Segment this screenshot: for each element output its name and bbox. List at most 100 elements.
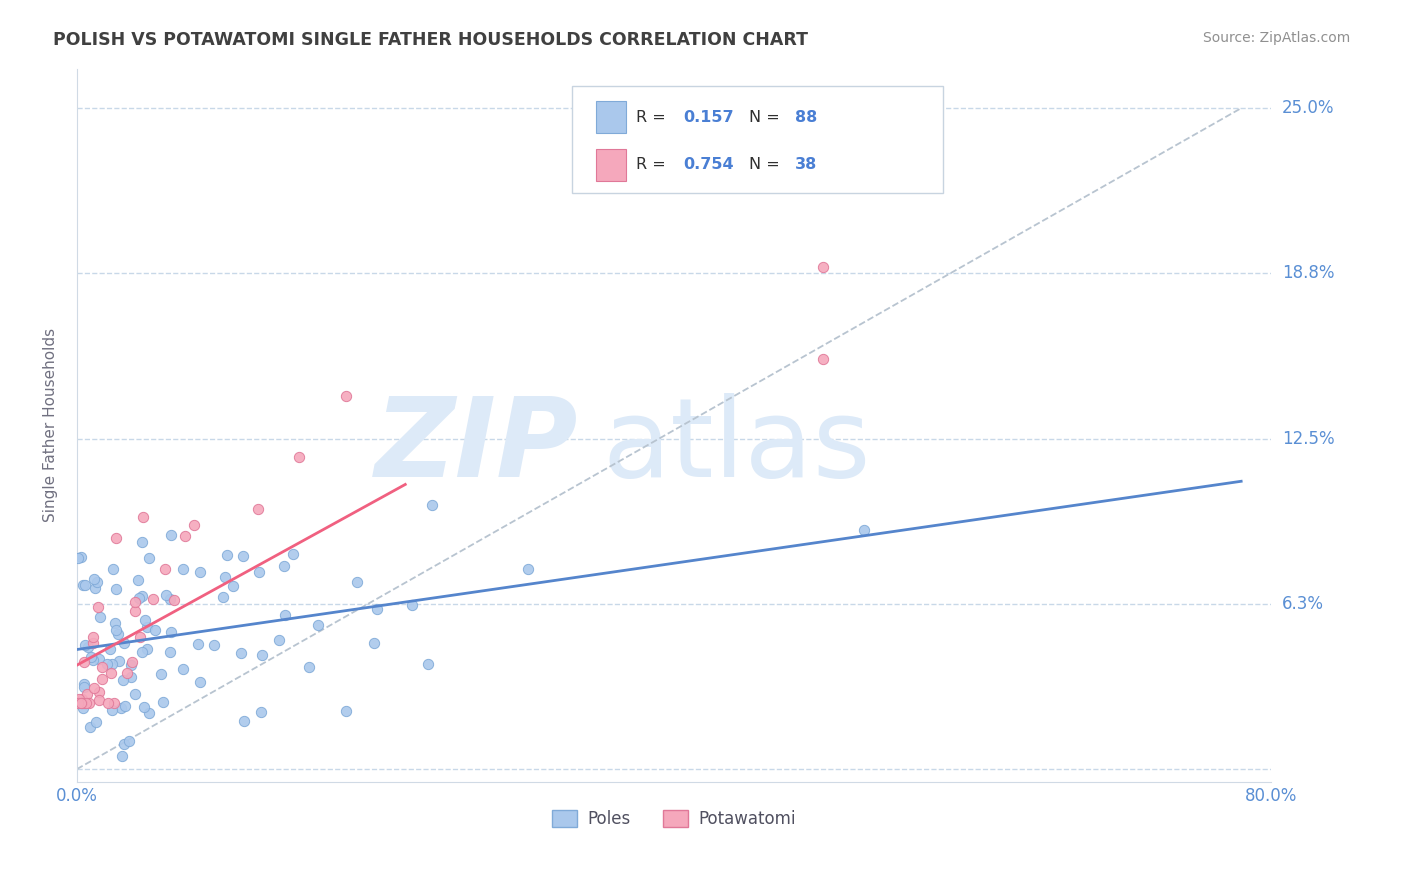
Point — [188, 674, 211, 689]
Point — [73, 676, 96, 690]
Y-axis label: Single Father Households: Single Father Households — [44, 328, 58, 523]
Point — [138, 706, 160, 721]
Point — [813, 260, 835, 274]
Point — [91, 659, 114, 673]
Point — [143, 623, 166, 637]
Point — [307, 617, 329, 632]
Point — [87, 652, 110, 666]
Point — [418, 657, 440, 671]
Point — [111, 673, 134, 687]
Point — [70, 696, 93, 710]
Point — [363, 636, 385, 650]
Point — [108, 654, 131, 668]
Point — [335, 388, 357, 402]
Point — [155, 588, 177, 602]
Point — [105, 582, 128, 596]
Point — [124, 687, 146, 701]
Point — [87, 685, 110, 699]
Point — [76, 640, 98, 655]
Point — [222, 579, 245, 593]
Point — [82, 636, 104, 650]
Text: N =: N = — [749, 110, 785, 125]
Point — [67, 551, 90, 566]
Point — [135, 620, 157, 634]
Point — [273, 559, 295, 574]
Point — [128, 591, 150, 606]
Point — [132, 509, 155, 524]
Point — [335, 704, 357, 718]
Legend: Poles, Potawatomi: Poles, Potawatomi — [546, 803, 803, 835]
Point — [84, 714, 107, 729]
Point — [73, 680, 96, 694]
Point — [89, 609, 111, 624]
Point — [79, 720, 101, 734]
Point — [107, 627, 129, 641]
FancyBboxPatch shape — [596, 101, 626, 133]
Point — [250, 705, 273, 719]
Point — [250, 648, 273, 663]
Text: atlas: atlas — [602, 393, 870, 500]
Text: 0.157: 0.157 — [683, 110, 734, 125]
Point — [233, 714, 256, 729]
Point — [76, 687, 98, 701]
Point — [73, 639, 96, 653]
Point — [67, 696, 90, 710]
Point — [853, 523, 876, 537]
FancyBboxPatch shape — [572, 87, 942, 194]
Point — [82, 630, 104, 644]
Point — [131, 535, 153, 549]
Point — [104, 623, 127, 637]
Point — [114, 698, 136, 713]
Point — [153, 562, 176, 576]
Point — [120, 670, 142, 684]
Point — [97, 696, 120, 710]
Point — [98, 641, 121, 656]
Text: N =: N = — [749, 157, 785, 172]
Point — [229, 647, 252, 661]
FancyBboxPatch shape — [596, 149, 626, 181]
Point — [249, 565, 271, 579]
Point — [96, 657, 118, 672]
Point — [134, 699, 156, 714]
Point — [172, 562, 194, 576]
Point — [73, 655, 96, 669]
Point — [283, 547, 305, 561]
Point — [136, 641, 159, 656]
Point — [188, 565, 211, 579]
Point — [159, 645, 181, 659]
Point — [121, 655, 143, 669]
Point — [246, 501, 269, 516]
Point — [110, 748, 132, 763]
Point — [124, 604, 146, 618]
Point — [104, 616, 127, 631]
Point — [80, 650, 103, 665]
Point — [121, 657, 143, 672]
Text: 25.0%: 25.0% — [1282, 99, 1334, 117]
Point — [103, 696, 125, 710]
Point — [516, 562, 538, 576]
Point — [298, 660, 321, 674]
Text: ZIP: ZIP — [375, 393, 578, 500]
Point — [174, 529, 197, 543]
Point — [75, 696, 97, 710]
Point — [110, 701, 132, 715]
Point — [82, 653, 104, 667]
Point — [204, 638, 226, 652]
Point — [73, 696, 96, 710]
Point — [70, 696, 93, 710]
Point — [87, 692, 110, 706]
Point — [287, 450, 309, 464]
Point — [86, 575, 108, 590]
Point — [70, 692, 93, 706]
Point — [67, 691, 90, 706]
Point — [420, 498, 443, 512]
Point — [83, 572, 105, 586]
Point — [269, 632, 291, 647]
Point — [129, 630, 152, 644]
Point — [127, 573, 149, 587]
Point — [112, 737, 135, 751]
Point — [83, 681, 105, 695]
Point — [115, 666, 138, 681]
Point — [118, 734, 141, 748]
Point — [187, 637, 209, 651]
